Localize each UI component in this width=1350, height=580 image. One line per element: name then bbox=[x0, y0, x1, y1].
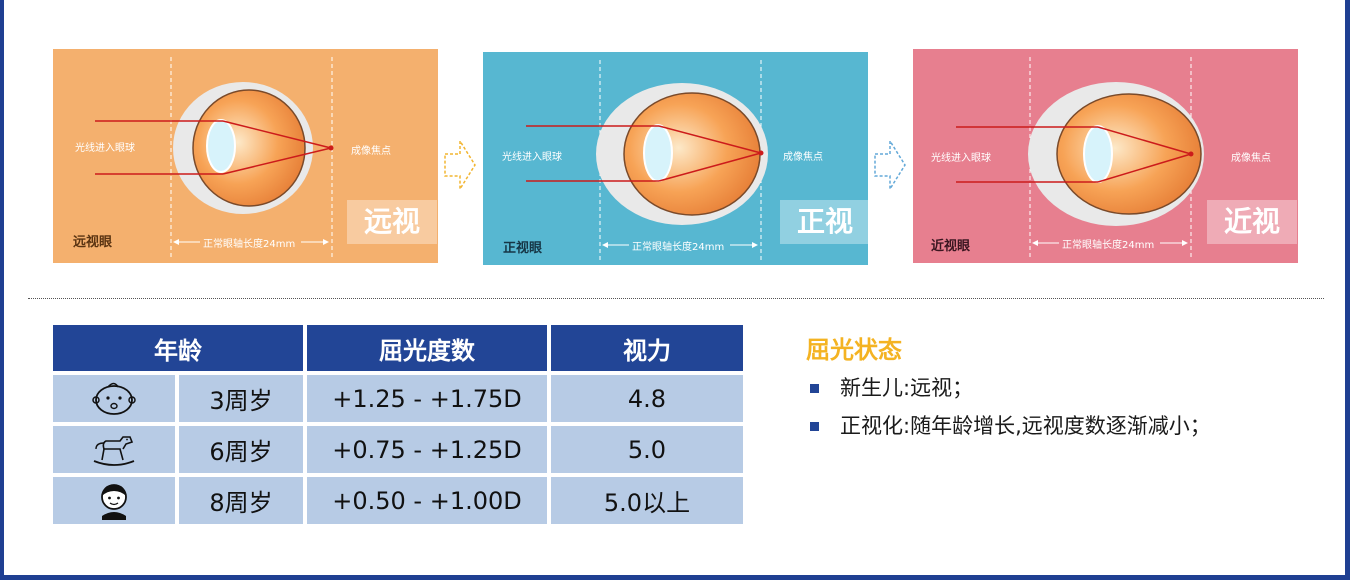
age-icon-cell bbox=[53, 477, 175, 524]
refraction-status-list: 新生儿:远视； 正视化:随年龄增长,远视度数逐渐减小； bbox=[808, 370, 1211, 446]
refraction-cell: +0.75 - +1.25D bbox=[307, 426, 547, 473]
list-item: 正视化:随年龄增长,远视度数逐渐减小； bbox=[808, 408, 1211, 446]
frame-right-border bbox=[1345, 0, 1350, 580]
list-item: 新生儿:远视； bbox=[808, 370, 1211, 408]
hyperopia-panel: 光线进入眼球 成像焦点 正常眼轴长度24mm 远视眼 远视 bbox=[53, 49, 438, 263]
age-icon-cell bbox=[53, 426, 175, 473]
refraction-cell: +0.50 - +1.00D bbox=[307, 477, 547, 524]
table-row: 6周岁 +0.75 - +1.25D 5.0 bbox=[53, 426, 743, 473]
axis-length-label: 正常眼轴长度24mm bbox=[1062, 240, 1155, 251]
table-header-row: 年龄 屈光度数 视力 bbox=[53, 325, 743, 371]
header-age: 年龄 bbox=[53, 325, 303, 371]
focus-point-label: 成像焦点 bbox=[783, 152, 823, 163]
age-cell: 8周岁 bbox=[179, 477, 303, 524]
eye-type-label: 近视眼 bbox=[931, 239, 971, 254]
bullet-square-icon bbox=[810, 384, 819, 393]
table-row: 3周岁 +1.25 - +1.75D 4.8 bbox=[53, 375, 743, 422]
axis-length-label: 正常眼轴长度24mm bbox=[203, 239, 296, 250]
next-arrow-icon bbox=[874, 138, 906, 192]
myopia-panel: 光线进入眼球 成像焦点 正常眼轴长度24mm 近视眼 近视 bbox=[913, 49, 1298, 263]
bullet-square-icon bbox=[810, 422, 819, 431]
frame-left-border bbox=[0, 0, 4, 580]
list-item-text: 新生儿:远视； bbox=[840, 376, 974, 400]
emmetropia-panel: 光线进入眼球 成像焦点 正常眼轴长度24mm 正视眼 正视 bbox=[483, 52, 868, 265]
axis-length-label: 正常眼轴长度24mm bbox=[632, 242, 725, 253]
focus-point-label: 成像焦点 bbox=[1231, 153, 1271, 164]
refraction-age-table: 年龄 屈光度数 视力 3周岁 +1.25 - +1.75D 4.8 bbox=[49, 321, 747, 528]
light-entering-label: 光线进入眼球 bbox=[75, 143, 135, 154]
age-cell: 3周岁 bbox=[179, 375, 303, 422]
age-icon-cell bbox=[53, 375, 175, 422]
emmetropia-eye-diagram bbox=[526, 60, 768, 260]
header-refraction: 屈光度数 bbox=[307, 325, 547, 371]
refraction-status-title: 屈光状态 bbox=[806, 336, 902, 364]
condition-label: 远视 bbox=[347, 200, 437, 244]
focus-point-label: 成像焦点 bbox=[351, 146, 391, 157]
rocking-horse-icon bbox=[93, 435, 135, 466]
light-entering-label: 光线进入眼球 bbox=[502, 152, 562, 163]
section-divider bbox=[28, 298, 1324, 299]
vision-cell: 5.0以上 bbox=[551, 477, 743, 524]
table-row: 8周岁 +0.50 - +1.00D 5.0以上 bbox=[53, 477, 743, 524]
eye-type-label: 正视眼 bbox=[503, 241, 543, 256]
refraction-cell: +1.25 - +1.75D bbox=[307, 375, 547, 422]
condition-label: 正视 bbox=[780, 200, 868, 244]
myopia-eye-diagram bbox=[956, 57, 1204, 257]
condition-label: 近视 bbox=[1207, 200, 1297, 244]
light-entering-label: 光线进入眼球 bbox=[931, 153, 991, 164]
list-item-text: 正视化:随年龄增长,远视度数逐渐减小； bbox=[840, 414, 1211, 438]
next-arrow-icon bbox=[444, 138, 476, 192]
eye-type-label: 远视眼 bbox=[73, 235, 113, 250]
age-cell: 6周岁 bbox=[179, 426, 303, 473]
vision-cell: 5.0 bbox=[551, 426, 743, 473]
frame-bottom-border bbox=[0, 575, 1350, 580]
header-vision: 视力 bbox=[551, 325, 743, 371]
child-face-icon bbox=[101, 483, 127, 520]
vision-cell: 4.8 bbox=[551, 375, 743, 422]
hyperopia-eye-diagram bbox=[95, 57, 334, 257]
baby-face-icon bbox=[92, 382, 136, 415]
